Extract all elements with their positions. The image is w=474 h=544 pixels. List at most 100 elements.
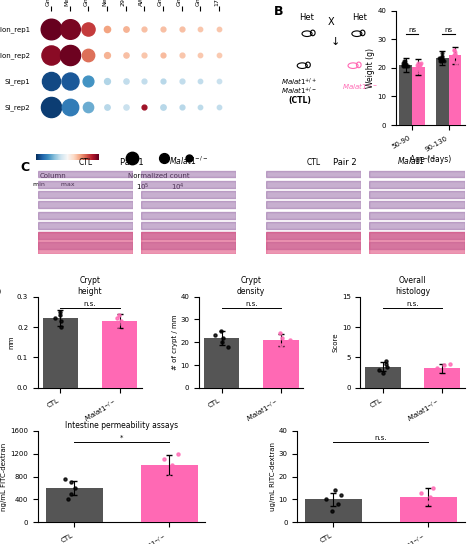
Point [197,24,204,33]
Point [84,102,92,111]
Point [178,24,186,33]
Text: Het: Het [352,13,367,22]
Point [103,102,111,111]
Point [114,326,122,335]
Point [400,62,407,71]
Bar [266,171,362,177]
Point [426,497,433,506]
Point [452,48,459,57]
Point [56,311,64,319]
Point [401,57,409,65]
Point [414,59,422,67]
Y-axis label: mm: mm [8,336,14,349]
Point [435,372,443,380]
Bar [38,171,133,177]
Bar [141,232,237,239]
Point [399,61,407,70]
Text: Het: Het [300,13,314,22]
Text: $Malat1^{+/-}$: $Malat1^{+/-}$ [282,85,318,97]
Bar [141,191,237,198]
Bar [448,55,461,125]
Point [168,461,175,469]
Point [438,57,445,65]
Bar [369,201,465,208]
Point [185,153,193,162]
Bar [412,66,425,125]
Y-axis label: # of crypt / mm: # of crypt / mm [172,314,178,370]
Point [225,343,232,351]
Point [47,77,55,85]
Point [450,51,458,59]
Point [401,56,408,65]
Point [218,326,225,335]
Point [277,340,285,349]
Point [440,361,448,369]
Point [451,46,458,54]
Bar [38,222,133,229]
Point [47,51,55,59]
Bar [141,222,237,229]
Point [415,61,423,70]
Point [103,77,111,85]
Bar [369,181,465,188]
Point [415,504,423,513]
Title: Overall
histology: Overall histology [395,276,430,296]
Point [450,51,457,60]
Title: $Malat1^{-/-}$: $Malat1^{-/-}$ [397,155,437,167]
Point [438,48,446,57]
Text: ns: ns [445,27,453,33]
Point [402,61,410,70]
X-axis label: Age (days): Age (days) [410,155,451,164]
Point [64,495,72,504]
Point [178,51,186,59]
Bar [38,212,133,219]
Point [103,24,111,33]
Point [141,102,148,111]
Point [414,68,422,77]
Bar [305,499,362,522]
Point [122,51,129,59]
Point [417,59,424,68]
Point [141,24,148,33]
Bar [38,232,133,239]
Point [159,467,167,475]
Point [178,77,186,85]
Bar [266,212,362,219]
Point [197,102,204,111]
Point [453,60,460,69]
Point [439,55,447,64]
Point [382,356,390,365]
Point [57,317,65,325]
Title: CTL: CTL [79,158,93,167]
Point [375,366,383,374]
Point [122,102,129,111]
Point [433,364,441,373]
Text: min        max: min max [33,182,74,187]
Point [401,61,408,70]
Title: Intestine permeability assays: Intestine permeability assays [65,421,178,430]
Point [382,359,390,368]
Point [159,24,167,33]
Bar [38,181,133,188]
Text: B: B [273,5,283,18]
Point [451,50,458,58]
Point [141,77,148,85]
Point [449,53,456,61]
Point [159,102,167,111]
Point [58,323,65,331]
Point [426,493,434,502]
Point [401,59,409,68]
Point [452,52,460,60]
Text: n.s.: n.s. [245,301,257,307]
Point [337,491,345,499]
Point [84,77,92,85]
Bar [141,232,237,254]
Text: $Malat1^{-/-}$: $Malat1^{-/-}$ [342,82,378,93]
Point [328,506,335,515]
Point [67,490,74,498]
Text: X: X [328,16,334,27]
Point [197,51,204,59]
Point [67,478,75,487]
Point [451,51,459,59]
Point [215,24,223,33]
